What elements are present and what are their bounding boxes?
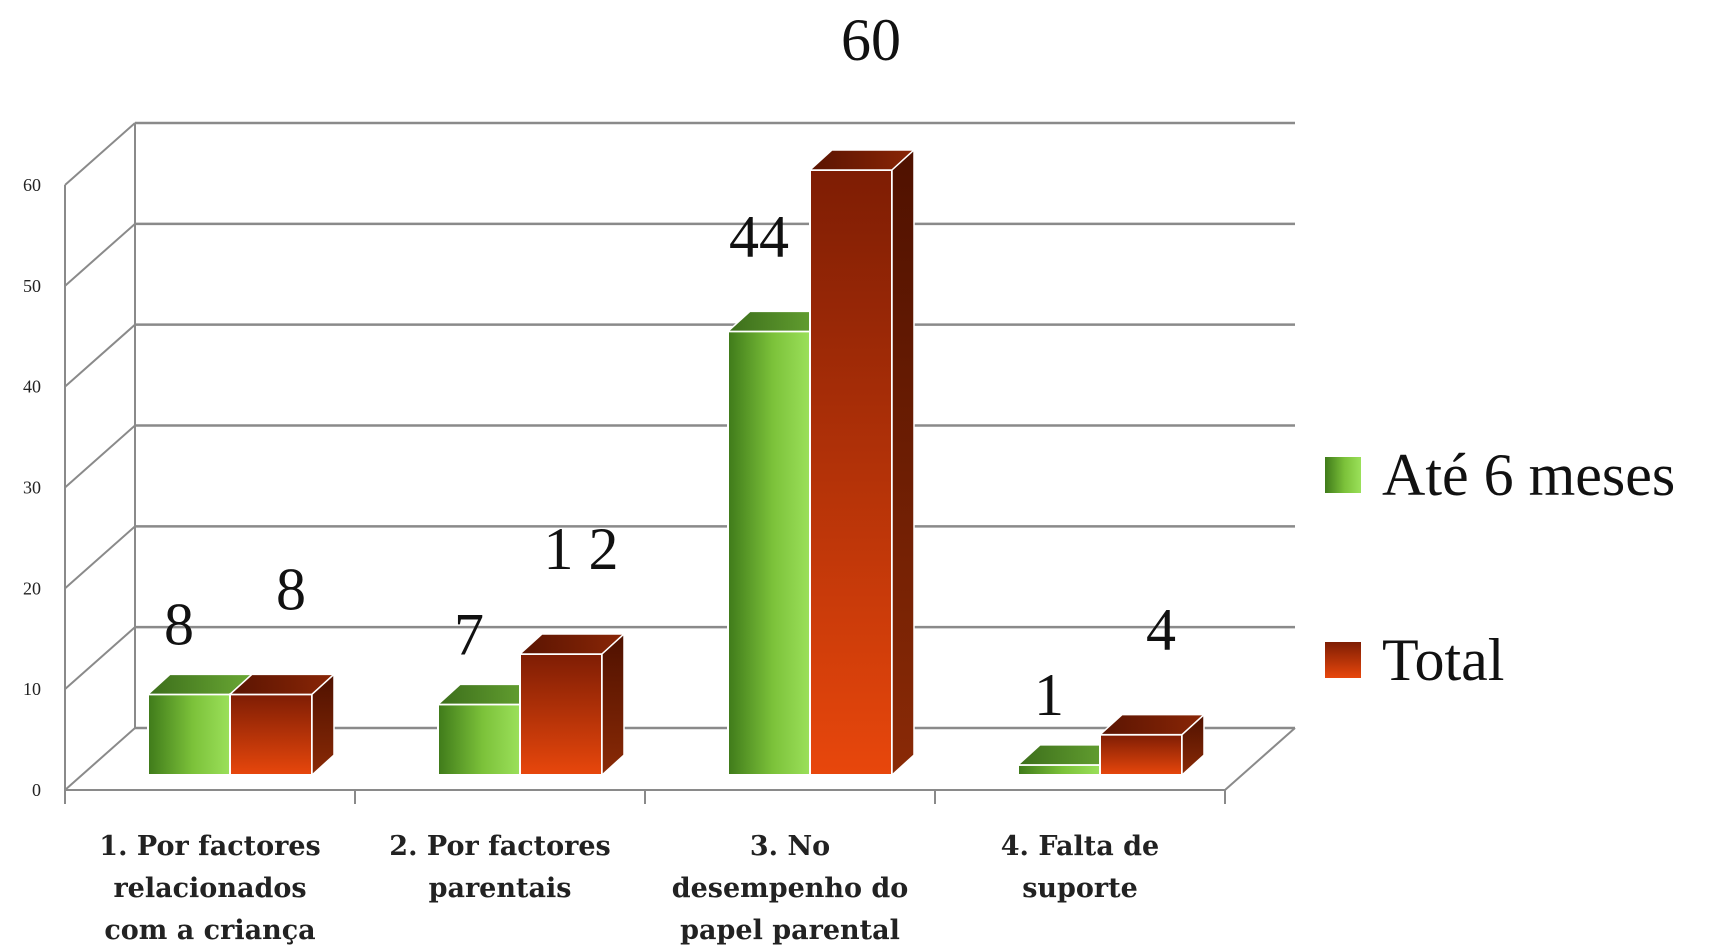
y-tick-label: 50 [23, 276, 41, 296]
bar-front [727, 330, 811, 776]
gridline-diagonal [64, 323, 136, 388]
category-labels: 1. Por factores relacionados com a criança… [99, 831, 1159, 946]
bar-side [1181, 712, 1205, 777]
category-label: 3. No [750, 831, 830, 862]
gridline-diagonal [64, 223, 136, 287]
data-label: 60 [841, 7, 901, 73]
legend-swatch [1325, 457, 1361, 493]
legend-label: Até 6 meses [1382, 442, 1675, 508]
gridline-diagonal [64, 122, 136, 186]
category-label: com a criança [104, 915, 315, 946]
category-label: relacionados [113, 873, 306, 904]
gridline-diagonal [64, 626, 136, 690]
legend-label: Total [1382, 627, 1504, 693]
bar-front [147, 693, 231, 776]
y-tick-label: 60 [23, 175, 41, 195]
y-tick-label: 0 [32, 780, 41, 800]
bars [146, 148, 1206, 777]
y-tick-label: 10 [23, 679, 41, 699]
category-label: suporte [1022, 873, 1138, 904]
bar-side [891, 148, 915, 777]
floor-right-edge [1224, 727, 1296, 791]
bar-front [229, 693, 313, 776]
gridline-diagonal [64, 424, 136, 489]
bar-front [1017, 763, 1101, 777]
legend: Até 6 meses Total [1325, 442, 1675, 693]
data-label: 8 [164, 591, 194, 657]
category-label: 2. Por factores [389, 831, 610, 862]
y-tick-label: 40 [23, 377, 41, 397]
gridline-diagonal [64, 727, 136, 791]
category-label: 4. Falta de [1001, 831, 1159, 862]
bar-front [809, 169, 893, 776]
data-label: 4 [1146, 597, 1176, 663]
legend-swatch [1325, 642, 1361, 678]
category-label: papel parental [680, 915, 900, 946]
bar-front [519, 653, 603, 776]
bar-side [311, 672, 335, 777]
y-tick-label: 30 [23, 478, 41, 498]
y-tick-label: 20 [23, 578, 41, 598]
category-label: parentais [429, 873, 572, 904]
bar-front [437, 703, 521, 777]
category-label: desempenho do [672, 873, 909, 904]
bar-front [1099, 733, 1183, 777]
data-label: 1 [1034, 662, 1064, 728]
data-label: 44 [729, 203, 789, 269]
data-labels: 8 8 7 1 2 44 60 1 4 [164, 7, 1176, 728]
data-label: 1 2 [544, 516, 619, 582]
data-label: 7 [454, 601, 484, 667]
gridline-diagonal [64, 525, 136, 590]
axes: 0 10 20 30 40 50 60 [23, 123, 1296, 804]
bar-side [601, 632, 625, 777]
data-label: 8 [276, 556, 306, 622]
category-label: 1. Por factores [99, 831, 320, 862]
